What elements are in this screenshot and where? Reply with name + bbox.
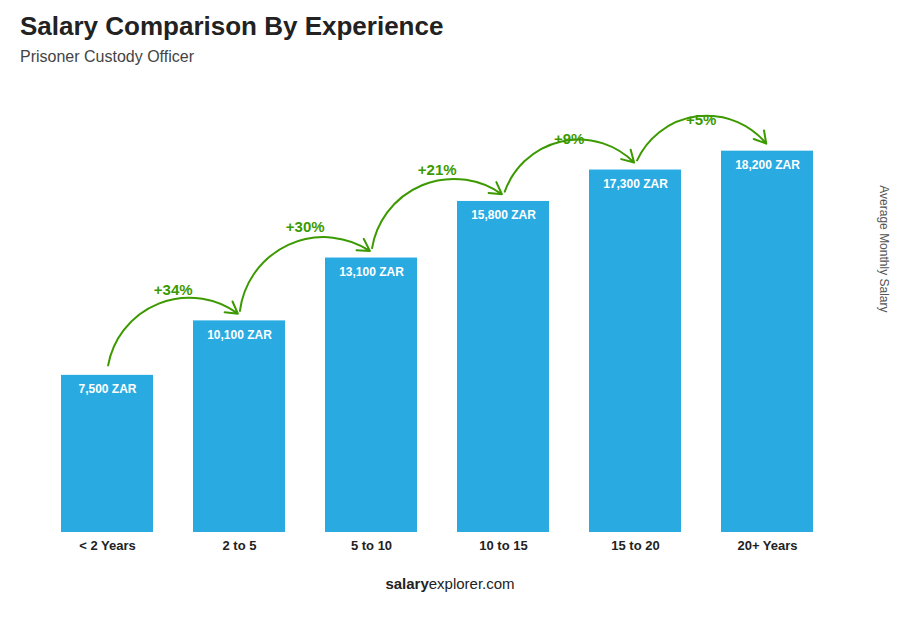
svg-text:+5%: +5%: [686, 111, 716, 128]
svg-text:20+ Years: 20+ Years: [737, 538, 797, 553]
svg-text:13,100 ZAR: 13,100 ZAR: [339, 265, 404, 279]
html-text:Prisoner Custody Officer: Prisoner Custody Officer: [20, 48, 194, 65]
svg-text:18,200 ZAR: 18,200 ZAR: [735, 158, 800, 172]
svg-text:17,300 ZAR: 17,300 ZAR: [603, 177, 668, 191]
html-text:salary explorer.com: salary explorer.com: [385, 575, 515, 592]
svg-text:+21%: +21%: [418, 161, 457, 178]
svg-text:10 to 15: 10 to 15: [479, 538, 527, 553]
svg-text:7,500 ZAR: 7,500 ZAR: [78, 382, 136, 396]
svg-text:< 2 Years: < 2 Years: [79, 538, 136, 553]
svg-text:+30%: +30%: [286, 218, 325, 235]
svg-text:10,100 ZAR: 10,100 ZAR: [207, 328, 272, 342]
svg-text:5 to 10: 5 to 10: [351, 538, 392, 553]
svg-text:Average Monthly Salary: Average Monthly Salary: [877, 185, 891, 312]
svg-text:+9%: +9%: [554, 130, 584, 147]
svg-text:15,800 ZAR: 15,800 ZAR: [471, 208, 536, 222]
html-text:Salary Comparison By Experienc: Salary Comparison By Experience: [20, 11, 444, 41]
svg-text:+34%: +34%: [154, 281, 193, 298]
svg-text:2 to 5: 2 to 5: [223, 538, 257, 553]
svg-text:15 to 20: 15 to 20: [611, 538, 659, 553]
